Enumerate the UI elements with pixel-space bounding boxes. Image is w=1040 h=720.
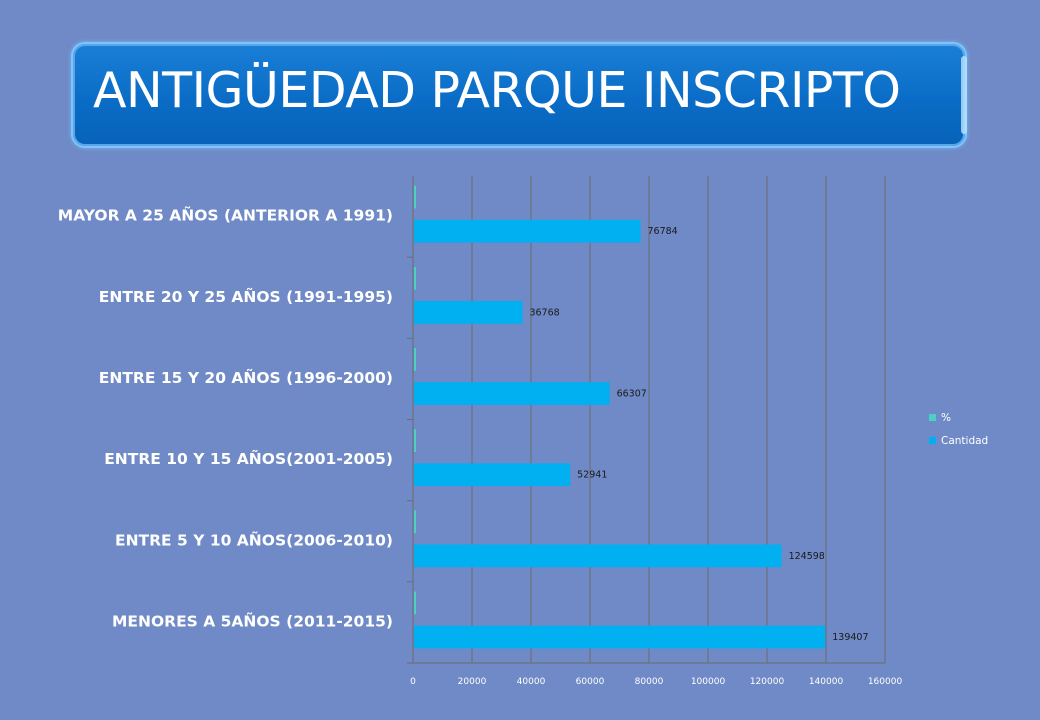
x-tick-label: 40000 bbox=[517, 677, 546, 687]
x-tick-label: 160000 bbox=[868, 677, 903, 687]
x-tick-label: 20000 bbox=[458, 677, 487, 687]
legend-label: % bbox=[941, 412, 951, 424]
x-tick-label: 120000 bbox=[750, 677, 785, 687]
slide-title: ANTIGÜEDAD PARQUE INSCRIPTO bbox=[93, 62, 901, 119]
category-label: ENTRE 10 Y 15 AÑOS(2001-2005) bbox=[104, 449, 393, 468]
legend-swatch bbox=[929, 437, 936, 444]
bar-percent bbox=[414, 266, 416, 290]
data-label: 36768 bbox=[529, 307, 559, 318]
x-tick-label: 80000 bbox=[635, 677, 664, 687]
x-tick-label: 0 bbox=[410, 677, 416, 687]
data-label: 52941 bbox=[577, 470, 607, 481]
x-tick-label: 60000 bbox=[576, 677, 605, 687]
category-label: ENTRE 20 Y 25 AÑOS (1991-1995) bbox=[99, 287, 393, 306]
category-label: ENTRE 15 Y 20 AÑOS (1996-2000) bbox=[99, 368, 393, 387]
data-label: 66307 bbox=[617, 389, 647, 400]
bar-cantidad bbox=[414, 382, 610, 405]
category-label: MAYOR A 25 AÑOS (ANTERIOR A 1991) bbox=[58, 206, 393, 225]
x-tick-label: 140000 bbox=[809, 677, 844, 687]
bar-percent bbox=[414, 591, 416, 615]
bar-cantidad bbox=[414, 219, 641, 243]
bar-percent bbox=[414, 429, 416, 452]
category-label: MENORES A 5AÑOS (2011-2015) bbox=[112, 611, 393, 630]
bar-cantidad bbox=[414, 544, 782, 568]
bar-percent bbox=[414, 510, 416, 534]
bar-percent bbox=[414, 348, 416, 371]
bar-cantidad bbox=[414, 300, 523, 324]
data-label: 76784 bbox=[648, 226, 678, 237]
category-label: ENTRE 5 Y 10 AÑOS(2006-2010) bbox=[115, 530, 393, 549]
bar-percent bbox=[414, 185, 416, 209]
data-label: 139407 bbox=[832, 632, 868, 643]
legend-swatch bbox=[929, 414, 936, 421]
x-tick-label: 100000 bbox=[691, 677, 726, 687]
data-label: 124598 bbox=[789, 551, 825, 562]
title-banner: ANTIGÜEDAD PARQUE INSCRIPTO bbox=[71, 42, 967, 148]
legend-label: Cantidad bbox=[941, 435, 988, 447]
bar-cantidad bbox=[414, 463, 571, 487]
bar-cantidad bbox=[414, 625, 826, 649]
